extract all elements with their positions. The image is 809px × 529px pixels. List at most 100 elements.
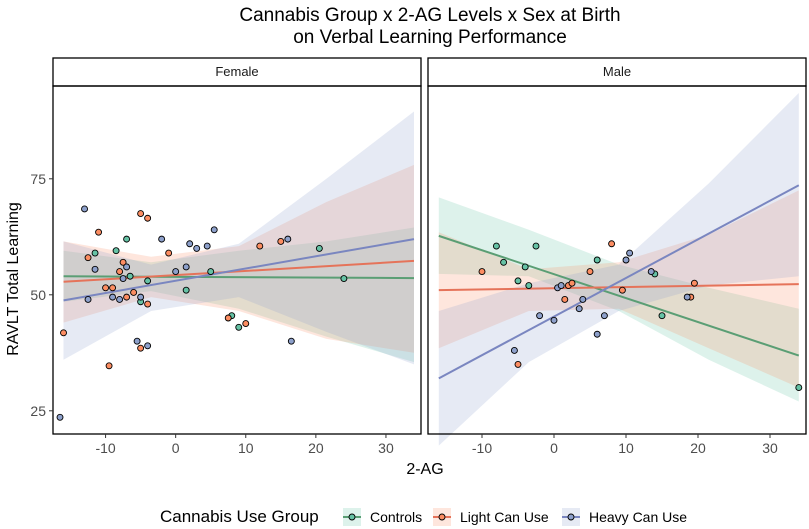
- data-point: [84, 254, 92, 262]
- x-tick-label: -10: [95, 440, 115, 456]
- data-point: [112, 247, 120, 255]
- data-point: [568, 279, 576, 287]
- data-point: [182, 286, 190, 294]
- data-point: [242, 320, 250, 328]
- data-point: [514, 277, 522, 285]
- legend-key-point: [567, 513, 575, 521]
- data-point: [658, 312, 666, 320]
- confidence-band-controls: [63, 227, 414, 363]
- data-point: [84, 295, 92, 303]
- x-axis-title: 2-AG: [406, 461, 443, 478]
- data-point: [521, 263, 529, 271]
- legend-label-heavy-can-use: Heavy Can Use: [589, 509, 687, 525]
- data-point: [207, 268, 215, 276]
- data-point: [137, 293, 145, 301]
- data-point: [137, 210, 145, 218]
- data-point: [165, 249, 173, 257]
- y-axis-title: RAVLT Total Learning: [5, 202, 22, 356]
- y-tick-label: 75: [30, 171, 46, 187]
- data-point: [182, 263, 190, 271]
- data-point: [618, 286, 626, 294]
- data-point: [235, 323, 243, 331]
- x-tick-label: 0: [172, 440, 180, 456]
- data-point: [95, 228, 103, 236]
- data-point: [144, 300, 152, 308]
- data-point: [126, 272, 134, 280]
- data-point: [795, 384, 803, 392]
- data-point: [193, 244, 201, 252]
- data-point: [119, 258, 127, 266]
- x-tick-label: 30: [378, 440, 394, 456]
- data-point: [119, 275, 127, 283]
- data-point: [123, 293, 131, 301]
- x-tick-label: 20: [308, 440, 324, 456]
- data-point: [600, 312, 608, 320]
- legend-label-light-can-use: Light Can Use: [460, 509, 549, 525]
- data-point: [478, 268, 486, 276]
- fit-line-controls: [438, 234, 800, 357]
- data-point: [647, 268, 655, 276]
- data-point: [56, 413, 64, 421]
- data-point: [593, 330, 601, 338]
- data-point: [81, 205, 88, 213]
- data-point: [492, 242, 500, 250]
- x-tick-label: -10: [472, 440, 492, 456]
- data-point: [579, 295, 587, 303]
- data-point: [91, 249, 99, 257]
- confidence-band-light-can-use: [438, 190, 799, 388]
- data-point: [690, 279, 698, 287]
- fit-line-heavy-can-use: [438, 184, 800, 380]
- data-point: [130, 289, 138, 296]
- data-point: [203, 242, 211, 250]
- data-point: [109, 293, 117, 301]
- data-point: [575, 305, 583, 313]
- data-point: [172, 268, 180, 276]
- data-point: [608, 240, 616, 248]
- data-point: [514, 360, 522, 368]
- data-point: [158, 235, 166, 243]
- x-tick-label: 10: [238, 440, 254, 456]
- data-point: [626, 249, 634, 257]
- data-point: [557, 282, 565, 289]
- legend-key-point: [348, 513, 356, 521]
- chart-title-line-1: Cannabis Group x 2-AG Levels x Sex at Bi…: [239, 5, 620, 26]
- panel-strip-label: Female: [215, 64, 258, 79]
- data-point: [525, 282, 533, 289]
- y-axis-ticks: 25 50 75: [30, 171, 53, 419]
- data-point: [277, 237, 285, 245]
- data-point: [256, 242, 264, 250]
- x-tick-label: 0: [550, 440, 558, 456]
- confidence-band-heavy-can-use: [438, 93, 799, 446]
- data-point: [144, 214, 152, 222]
- data-point: [186, 240, 194, 248]
- data-point: [144, 277, 152, 285]
- x-tick-label: 20: [690, 440, 706, 456]
- data-point: [116, 268, 124, 276]
- data-point: [683, 293, 691, 301]
- data-point: [315, 244, 323, 252]
- data-point: [102, 284, 110, 292]
- panel-male: Male: [427, 57, 807, 446]
- chart-title-line-2: on Verbal Learning Performance: [293, 27, 567, 48]
- data-point: [586, 268, 594, 276]
- legend-label-controls: Controls: [370, 509, 422, 525]
- legend-key-point: [438, 513, 446, 521]
- data-point: [123, 235, 131, 243]
- data-point: [144, 342, 152, 350]
- data-point: [224, 314, 232, 322]
- data-point: [116, 295, 124, 303]
- data-point: [133, 337, 141, 345]
- panel-strip: [52, 57, 422, 87]
- y-tick-label: 50: [30, 287, 46, 303]
- panel-border: [52, 85, 422, 435]
- panel-female: Female: [52, 57, 422, 435]
- data-point: [105, 362, 113, 370]
- fit-line-light-can-use: [438, 283, 799, 292]
- data-point: [109, 284, 117, 292]
- legend-title: Cannabis Use Group: [160, 507, 319, 526]
- data-point: [532, 242, 540, 250]
- x-tick-label: 30: [762, 440, 778, 456]
- data-point: [284, 235, 292, 243]
- data-point: [340, 275, 348, 283]
- legend: Cannabis Use Group Controls Light Can Use…: [160, 507, 687, 526]
